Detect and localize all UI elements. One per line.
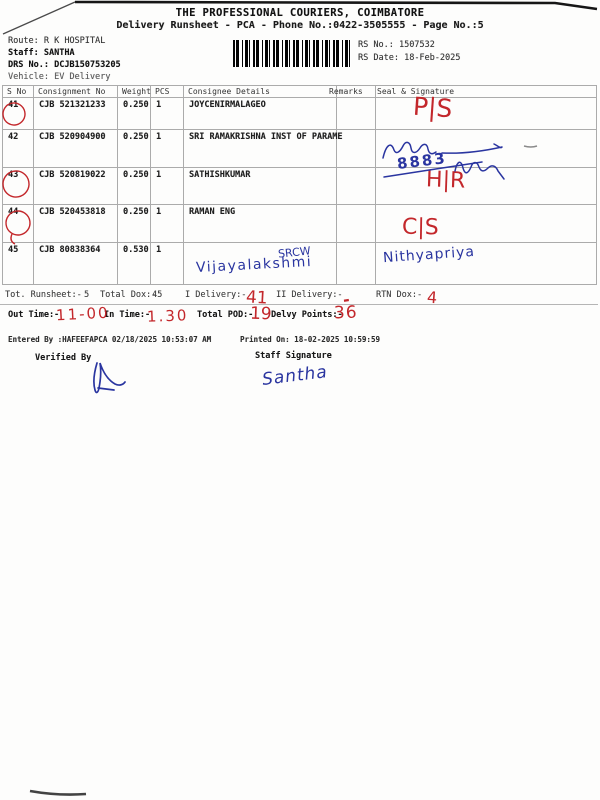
table-row: 41 CJB 521321233 0.250 1 JOYCENIRMALAGEO	[2, 97, 597, 130]
rs-no-value: 1507532	[398, 40, 435, 50]
cell-consignee: RAMAN ENG	[183, 204, 337, 243]
staff-label: Staff:	[8, 48, 39, 58]
cell-sno: 44	[2, 204, 34, 243]
cell-seal	[375, 97, 597, 130]
handwritten-rtn-dox: 4	[426, 287, 438, 308]
doc-subtitle: Delivery Runsheet - PCA - Phone No.:0422…	[116, 20, 484, 31]
cell-consignee	[183, 242, 337, 285]
verified-by-label: Verified By	[35, 353, 92, 363]
cell-consignment: CJB 520453818	[33, 204, 118, 243]
col-header-remarks: Remarks	[329, 85, 376, 98]
staff-signature-label: Staff Signature	[255, 351, 332, 361]
drs-value: DCJB150753205	[54, 60, 121, 70]
table-row: 44 CJB 520453818 0.250 1 RAMAN ENG	[2, 204, 597, 243]
cell-weight: 0.250	[117, 129, 151, 168]
barcode-icon	[233, 40, 351, 67]
handwritten-out-time: 11-00	[55, 303, 111, 325]
vehicle-value: EV Delivery	[54, 72, 111, 82]
col-header-consignment: Consignment No	[33, 85, 118, 98]
rs-date-label: RS Date:	[358, 53, 399, 63]
cell-seal	[375, 167, 597, 205]
vehicle-line: Vehicle: EV Delivery	[8, 72, 110, 82]
cell-consignee: SATHISHKUMAR	[183, 167, 337, 205]
total-pod-label: Total POD:-	[197, 310, 254, 320]
ii-delivery-label: II Delivery:-	[276, 290, 343, 300]
col-header-seal: Seal & Signature	[375, 85, 597, 98]
table-row: 42 CJB 520904900 0.250 1 SRI RAMAKRISHNA…	[2, 129, 597, 168]
i-delivery-label: I Delivery:-	[185, 290, 247, 300]
cell-pcs: 1	[150, 129, 184, 168]
in-time-label: In Time:-	[104, 310, 151, 320]
table-row: 45 CJB 80838364 0.530 1	[2, 242, 597, 285]
cell-weight: 0.250	[117, 204, 151, 243]
cell-weight: 0.250	[117, 97, 151, 130]
rs-no-label: RS No.:	[358, 40, 394, 50]
handwritten-delvy-points: 36	[333, 302, 358, 324]
col-header-sno: S No	[2, 85, 34, 98]
cell-consignee: SRI RAMAKRISHNA INST OF PARAME	[183, 129, 343, 168]
staff-value: SANTHA	[43, 48, 75, 58]
out-time-label: Out Time:-	[8, 310, 60, 320]
route-value: R K HOSPITAL	[43, 36, 106, 46]
cell-consignment: CJB 520904900	[33, 129, 118, 168]
cell-pcs: 1	[150, 242, 184, 285]
cell-pcs: 1	[150, 167, 184, 205]
entered-by-text: Entered By :HAFEEFAPCA 02/18/2025 10:53:…	[8, 335, 212, 344]
cell-sno: 43	[2, 167, 34, 205]
rtn-dox-label: RTN Dox:-	[376, 290, 423, 300]
rs-date-value: 18-Feb-2025	[404, 53, 461, 63]
col-header-weight: Weight	[117, 85, 151, 98]
col-header-consignee: Consignee Details	[183, 85, 337, 98]
doc-title: THE PROFESSIONAL COURIERS, COIMBATORE	[175, 7, 425, 19]
tot-runsheet-label: Tot. Runsheet:-	[5, 290, 82, 300]
cell-remarks	[336, 204, 376, 243]
staff-line: Staff: SANTHA	[8, 48, 75, 58]
drs-line: DRS No.: DCJB150753205	[8, 60, 121, 70]
divider-line	[0, 304, 598, 305]
drs-label: DRS No.:	[8, 60, 49, 70]
scan-mark-bottom	[29, 789, 87, 796]
cell-seal	[375, 242, 597, 285]
cell-consignment: CJB 521321233	[33, 97, 118, 130]
seal-mark-row44: C|S	[401, 214, 439, 241]
handwritten-total-pod: 19	[249, 303, 272, 325]
verified-by-signature	[93, 362, 126, 394]
total-dox-label: Total Dox:-	[100, 290, 157, 300]
cell-consignee: JOYCENIRMALAGEO	[183, 97, 337, 130]
cell-sno: 42	[2, 129, 34, 168]
cell-pcs: 1	[150, 97, 184, 130]
cell-consignment: CJB 80838364	[33, 242, 118, 285]
handwritten-in-time: 1.30	[146, 306, 189, 326]
rs-no-line: RS No.: 1507532	[358, 40, 435, 50]
cell-weight: 0.250	[117, 167, 151, 205]
printed-on-text: Printed On: 18-02-2025 10:59:59	[240, 335, 380, 344]
cell-sno: 45	[2, 242, 34, 285]
cell-weight: 0.530	[117, 242, 151, 285]
rs-date-line: RS Date: 18-Feb-2025	[358, 53, 460, 63]
cell-sno: 41	[2, 97, 34, 130]
seal-mark-row41: P|S	[412, 91, 454, 124]
total-dox-value: 45	[152, 290, 163, 300]
table-row: 43 CJB 520819022 0.250 1 SATHISHKUMAR	[2, 167, 597, 205]
seal-mark-row43: H|R	[425, 167, 466, 194]
table-header-row: S No Consignment No Weight PCS Consignee…	[2, 85, 597, 98]
cell-pcs: 1	[150, 204, 184, 243]
col-header-pcs: PCS	[150, 85, 184, 98]
cell-remarks	[336, 167, 376, 205]
staff-signature-santha: Santha	[261, 362, 329, 390]
cell-remarks	[336, 97, 376, 130]
delvy-points-label: Delvy Points:-	[271, 310, 343, 320]
route-label: Route:	[8, 36, 39, 46]
vehicle-label: Vehicle:	[8, 72, 49, 82]
route-line: Route: R K HOSPITAL	[8, 36, 105, 46]
tot-runsheet-value: 5	[84, 290, 90, 300]
cell-consignment: CJB 520819022	[33, 167, 118, 205]
cell-remarks	[336, 242, 376, 285]
